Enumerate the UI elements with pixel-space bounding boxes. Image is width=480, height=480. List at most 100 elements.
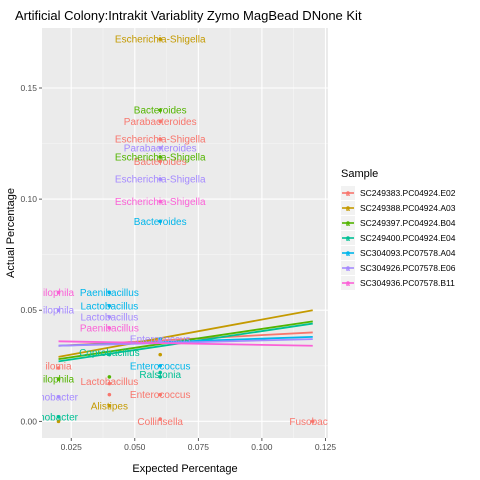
legend-point [346,281,350,285]
data-point [158,177,163,181]
legend-label: SC249400.PC04924.E04 [360,233,456,243]
point-label: Paenibacillus [80,324,139,335]
data-point [56,377,61,381]
data-point [56,419,61,424]
point-label: Paenibacillus [80,288,139,299]
data-point [158,137,163,141]
chart-title: Artificial Colony:Intrakit Variablity Zy… [15,8,362,23]
y-tick-label: 0.05 [20,305,37,315]
data-point [107,403,112,408]
point-label: ilomia [45,361,72,372]
fit-line [58,320,313,361]
data-points [56,37,315,424]
point-label: ilophila [43,375,75,386]
data-point [158,146,163,150]
y-axis: 0.00 0.05 0.10 0.15 [20,83,42,426]
data-point [158,219,163,224]
legend-label: SC304093.PC07578.A04 [360,248,456,258]
data-point [56,395,61,399]
point-labels: ilomia Lactobacillus Enterococcus Parabacte… [39,35,336,428]
point-label: nobacter [39,392,79,403]
point-label: Ralstonia [139,370,181,381]
data-point [107,303,112,308]
legend-title: Sample [341,168,378,180]
legend-point [346,191,350,195]
x-tick-label: 0.100 [251,442,273,452]
fit-line [58,309,313,358]
point-label: Bacteroides [134,106,187,117]
y-axis-title: Actual Percentage [5,188,17,278]
point-label: Enterococcus [130,361,191,372]
x-tick-label: 0.025 [61,442,83,452]
legend-point [346,206,350,210]
point-label: Enterococcus [130,390,191,401]
y-tick-label: 0.10 [20,194,37,204]
legend-label: SC304926.PC07578.E06 [360,263,456,273]
data-point [158,370,163,375]
fit-line [58,340,313,347]
data-point [56,366,61,370]
point-label: Escherichia-Shigella [115,135,206,146]
legend-glyph: a [346,206,350,213]
point-label: Lactobacillus [80,301,138,312]
data-point [158,199,163,204]
point-label: Bacteroides [134,217,187,228]
y-tick-label: 0.00 [20,416,37,426]
grid [42,28,328,438]
data-point [158,108,163,113]
data-point [107,315,112,319]
point-label: nobacter [39,412,79,423]
data-point [107,352,112,357]
data-point [56,308,61,313]
data-point [158,375,163,379]
point-label: Bacteroides [134,157,187,168]
data-point [158,339,163,344]
legend-glyph: a [346,191,350,198]
data-point [158,352,163,357]
data-point [107,375,112,379]
legend-point [346,236,350,240]
point-label: ilophila [43,288,75,299]
data-point [158,37,163,41]
point-label: Escherichia-Shigella [115,197,206,208]
legend-label: SC249383.PC04924.E02 [360,188,456,198]
x-axis: 0.025 0.050 0.075 0.100 0.125 [61,438,337,452]
data-point [158,119,163,124]
legend-point [346,251,350,255]
data-point [158,392,163,397]
point-label: Coprobacillus [79,348,140,359]
legend-point [346,221,350,225]
legend-label: SC304936.PC07578.B11 [360,278,455,288]
x-tick-label: 0.075 [188,442,210,452]
point-label: Alistipes [91,401,128,412]
legend: Sample a SC249383.PC04924.E02 a SC249388.PC… [341,168,456,290]
legend-label: SC249397.PC04924.B04 [360,218,456,228]
legend-glyph: a [346,236,350,243]
legend-glyph: a [346,251,350,258]
data-point [158,363,163,368]
x-axis-title: Expected Percentage [132,463,237,475]
data-point [158,159,163,164]
x-tick-label: 0.125 [315,442,337,452]
data-point [107,290,112,295]
data-point [158,155,163,159]
point-label: Parabacteroides [124,144,197,155]
point-label: Lactobacillus [80,312,138,323]
point-label: Escherichia-Shigella [115,175,206,186]
legend-label: SC249388.PC04924.A03 [360,203,456,213]
point-label: Parabacteroides [124,117,197,128]
data-point [310,419,315,424]
fit-lines [58,309,313,363]
data-point [158,417,163,421]
data-point [107,326,112,330]
x-tick-label: 0.050 [124,442,146,452]
fit-line [58,338,313,347]
point-label: Fusobacte [289,417,336,428]
legend-glyph: a [346,221,350,228]
point-label: Escherichia-Shigella [115,152,206,163]
y-tick-label: 0.15 [20,83,37,93]
point-label: Enterococcus [130,335,191,346]
point-label: Collinsella [137,417,183,428]
legend-glyph: a [346,266,350,273]
